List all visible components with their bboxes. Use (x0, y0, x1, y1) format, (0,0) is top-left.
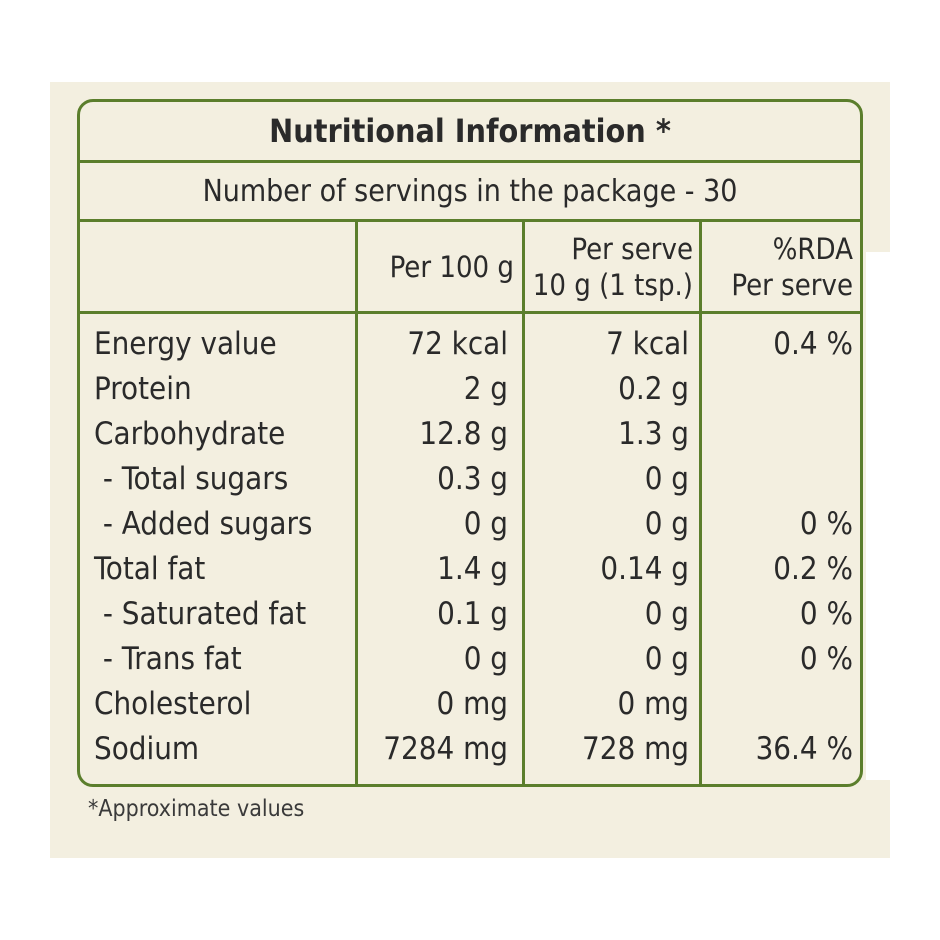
rda-value: 0.4 % (773, 326, 853, 362)
label-edge-cutout (866, 252, 890, 780)
rda-value (705, 367, 853, 412)
header-per-serve-label: Per serve (571, 231, 693, 266)
nutrient-name: Protein (94, 371, 192, 407)
per-100g-value: 12.8 g (419, 416, 508, 452)
per-serve-value: 728 mg (582, 731, 689, 767)
nutrition-table: Nutritional Information * Number of serv… (77, 99, 863, 787)
per-serve-value: 7 kcal (606, 326, 689, 362)
nutrient-name: - Total sugars (94, 461, 289, 497)
nutrient-name: Total fat (94, 551, 206, 587)
label-background (50, 82, 890, 858)
nutrient-name: Sodium (94, 731, 200, 767)
per-100g-value: 1.4 g (437, 551, 508, 587)
per-serve-value: 0.14 g (600, 551, 689, 587)
per-100g-value: 0.1 g (437, 596, 508, 632)
column-divider (522, 222, 525, 784)
per-serve-value: 0 g (644, 461, 689, 497)
per-serve-value: 0 g (644, 506, 689, 542)
header-divider (80, 311, 860, 314)
per-100g-value: 0 g (463, 506, 508, 542)
rda-value: 0.2 % (773, 551, 853, 587)
per-serve-value: 1.3 g (618, 416, 689, 452)
nutrient-name: Energy value (94, 326, 277, 362)
per-serve-value: 0 mg (617, 686, 689, 722)
rda-column: 0.4 % 0 % 0.2 % 0 % 0 % 36.4 % (705, 322, 853, 772)
header-per-serve: Per serve 10 g (1 tsp.) (527, 222, 693, 311)
rda-value (705, 412, 853, 457)
per-100g-value: 72 kcal (407, 326, 508, 362)
per-serve-value: 0.2 g (618, 371, 689, 407)
per-serve-value: 0 g (644, 596, 689, 632)
table-title: Nutritional Information * (80, 102, 860, 163)
header-rda-per-serve-label: Per serve (731, 267, 853, 302)
per-100g-value: 2 g (463, 371, 508, 407)
per-100g-value: 7284 mg (383, 731, 508, 767)
rda-value: 0 % (799, 641, 853, 677)
per-100g-column: 72 kcal 2 g 12.8 g 0.3 g 0 g 1.4 g 0.1 g… (360, 322, 508, 772)
rda-value: 0 % (799, 506, 853, 542)
nutrient-name: - Saturated fat (94, 596, 307, 632)
per-serve-column: 7 kcal 0.2 g 1.3 g 0 g 0 g 0.14 g 0 g 0 … (527, 322, 689, 772)
servings-info: Number of servings in the package - 30 (80, 163, 860, 222)
per-100g-value: 0.3 g (437, 461, 508, 497)
nutrient-names-column: Energy value Protein Carbohydrate - Tota… (94, 322, 356, 772)
column-divider (699, 222, 702, 784)
nutrient-name: Cholesterol (94, 686, 252, 722)
per-100g-value: 0 mg (436, 686, 508, 722)
rda-value (705, 682, 853, 727)
per-serve-value: 0 g (644, 641, 689, 677)
header-rda: %RDA Per serve (705, 222, 853, 311)
rda-value (705, 457, 853, 502)
column-divider (355, 222, 358, 784)
per-100g-value: 0 g (463, 641, 508, 677)
header-per-100g: Per 100 g (360, 222, 514, 311)
header-rda-label: %RDA (772, 231, 853, 266)
nutrient-name: - Added sugars (94, 506, 313, 542)
nutrient-name: - Trans fat (94, 641, 242, 677)
header-per-100g-label: Per 100 g (389, 249, 514, 284)
nutrient-name: Carbohydrate (94, 416, 286, 452)
rda-value: 36.4 % (755, 731, 853, 767)
header-serve-size-label: 10 g (1 tsp.) (532, 267, 693, 302)
footnote: *Approximate values (88, 796, 305, 822)
rda-value: 0 % (799, 596, 853, 632)
